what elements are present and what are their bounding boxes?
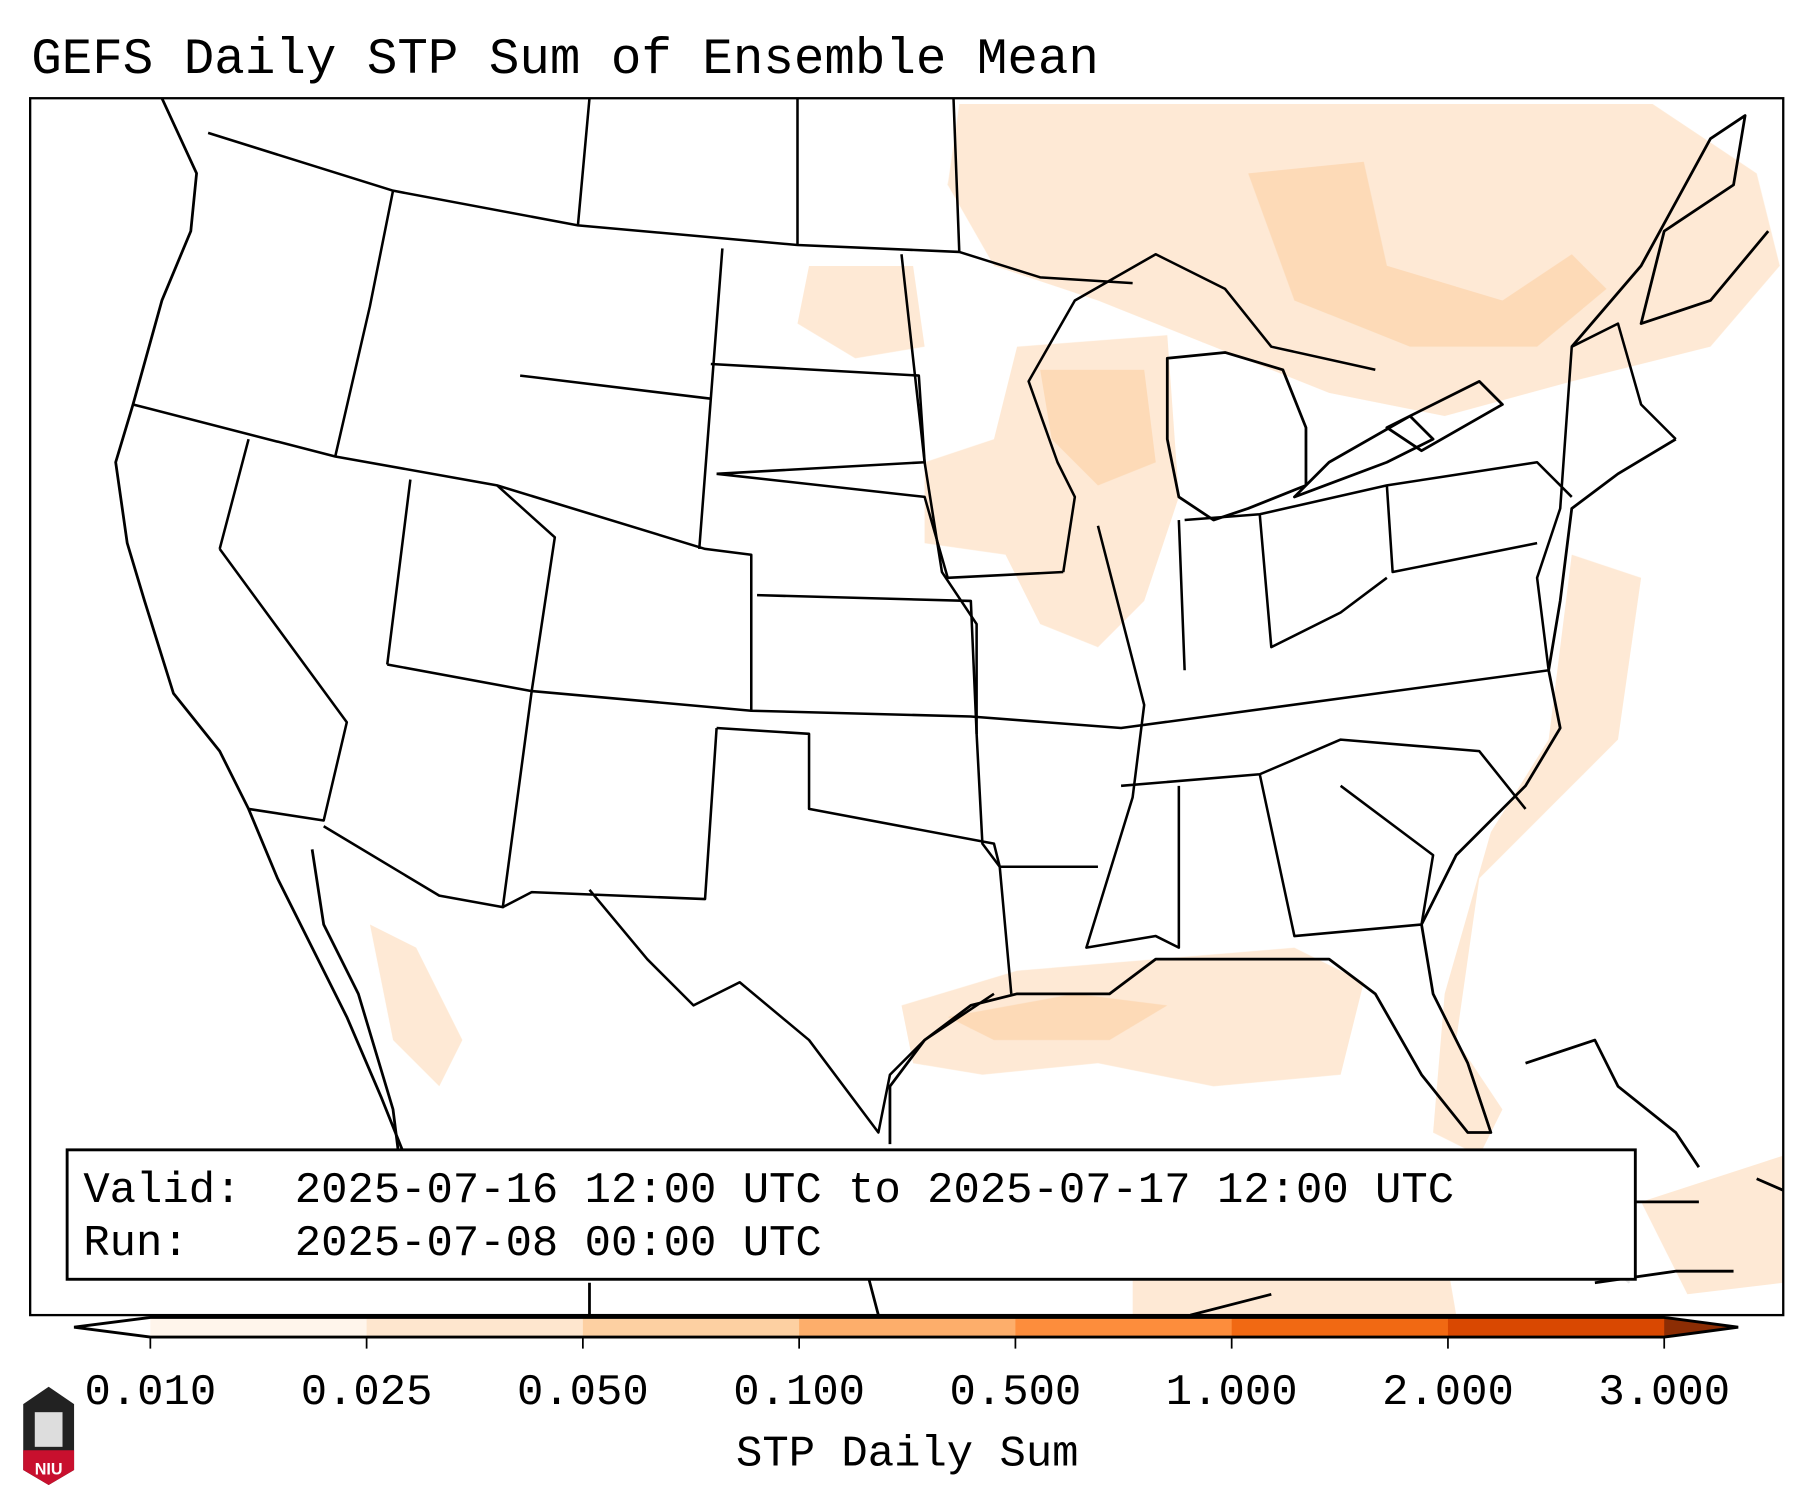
info-box: Valid: 2025-07-16 12:00 UTC to 2025-07-1… (65, 1148, 1637, 1281)
colorbar-tick-label: 0.010 (84, 1368, 216, 1418)
stp-shading (369, 104, 1784, 1316)
state-boundaries (114, 98, 1784, 1316)
colorbar-over-extend (1664, 1317, 1739, 1338)
valid-value: 2025-07-16 12:00 UTC to 2025-07-17 12:00… (295, 1166, 1454, 1216)
colorbar-segment (1447, 1317, 1665, 1338)
colorbar-segment (582, 1317, 800, 1338)
colorbar-segment (150, 1317, 368, 1338)
colorbar: 0.010 0.025 0.050 0.100 0.500 1.000 2.000 3.000 (73, 1315, 1739, 1418)
run-value: 2025-07-08 00:00 UTC (295, 1219, 822, 1269)
texas-border (502, 727, 995, 1134)
colorbar-tick-label: 0.500 (950, 1368, 1082, 1418)
colorbar-tick-label: 3.000 (1598, 1368, 1730, 1418)
valid-label: Valid: (83, 1166, 241, 1216)
colorbar-segment (799, 1317, 1016, 1338)
run-label: Run: (83, 1219, 188, 1269)
east-coastline (888, 437, 1677, 1145)
colorbar-segment (1231, 1317, 1449, 1338)
colorbar-tick-label: 0.025 (301, 1368, 433, 1418)
west-coastline (114, 98, 406, 1157)
map-panel (29, 97, 1785, 1317)
great-lakes (1165, 351, 1504, 522)
niu-logo: NIU (23, 1386, 75, 1485)
colorbar-tick-label: 2.000 (1382, 1368, 1514, 1418)
colorbar-segment (1015, 1317, 1233, 1338)
map-title: GEFS Daily STP Sum of Ensemble Mean (31, 32, 1099, 89)
colorbar-tick-label: 1.000 (1166, 1368, 1298, 1418)
colorbar-label: STP Daily Sum (736, 1429, 1079, 1479)
colorbar-tick-label: 0.100 (733, 1368, 865, 1418)
colorbar-segment (366, 1317, 584, 1338)
logo-text: NIU (35, 1461, 63, 1479)
colorbar-under-extend (74, 1317, 151, 1338)
colorbar-tick-label: 0.050 (517, 1368, 649, 1418)
map-frame (29, 97, 1785, 1317)
